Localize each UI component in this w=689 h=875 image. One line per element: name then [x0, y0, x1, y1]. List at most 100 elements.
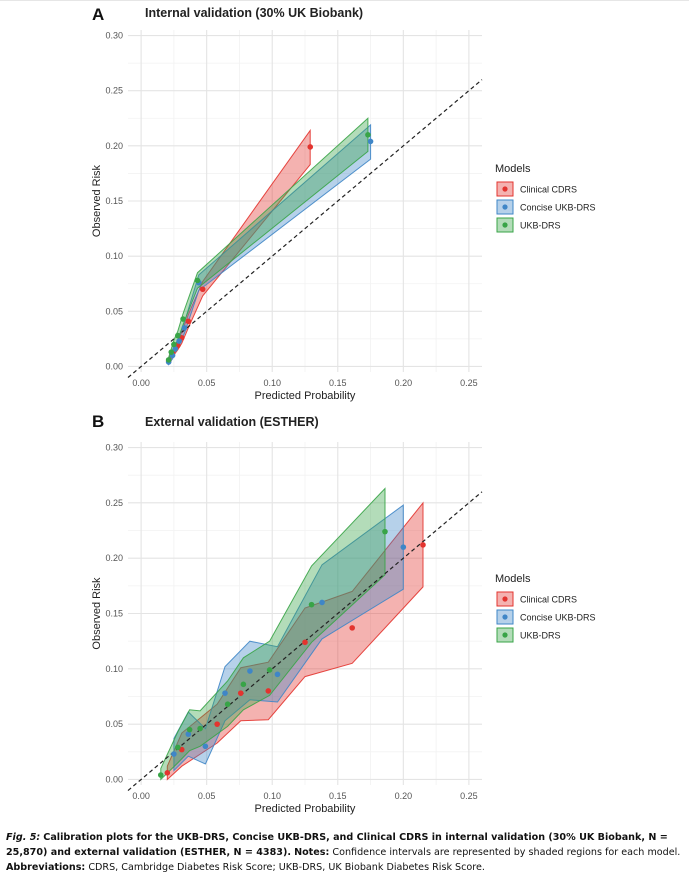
confidence-band — [166, 501, 424, 781]
data-point — [274, 671, 281, 678]
data-point — [365, 132, 371, 138]
data-point — [202, 743, 209, 750]
x-tick-label: 0.20 — [395, 791, 413, 801]
data-point — [214, 721, 220, 727]
x-axis-title: Predicted Probability — [255, 803, 356, 815]
figure-caption: Fig. 5: Calibration plots for the UKB-DR… — [6, 830, 686, 875]
data-point — [224, 701, 231, 708]
data-point — [266, 667, 273, 673]
data-point — [197, 725, 203, 732]
data-point — [308, 601, 315, 608]
y-tick-label: 0.05 — [105, 306, 123, 316]
legend-key-dot — [502, 596, 508, 602]
x-tick-label: 0.15 — [329, 378, 347, 388]
data-point — [175, 332, 181, 339]
data-point — [199, 286, 206, 293]
data-point — [319, 599, 325, 606]
legend-label: UKB-DRS — [520, 631, 561, 641]
legend-title: Models — [495, 163, 531, 175]
data-point — [400, 544, 407, 550]
legend-key-dot — [502, 204, 508, 210]
data-point — [265, 688, 272, 694]
legend-label: Clinical CDRS — [520, 595, 577, 605]
data-point — [165, 357, 172, 363]
x-tick-label: 0.25 — [460, 791, 478, 801]
caption-abbr-label: Abbreviations: — [6, 862, 86, 873]
chart-title: External validation (ESTHER) — [145, 415, 319, 429]
y-tick-label: 0.20 — [105, 141, 123, 151]
data-point — [420, 542, 426, 548]
data-point — [302, 639, 308, 646]
x-tick-label: 0.15 — [329, 791, 347, 801]
y-tick-label: 0.15 — [105, 609, 123, 619]
top-rule — [0, 0, 689, 1]
y-tick-label: 0.25 — [105, 86, 123, 96]
x-tick-label: 0.00 — [132, 378, 150, 388]
confidence-band — [173, 504, 404, 772]
panel-label: B — [92, 412, 104, 431]
y-tick-label: 0.10 — [105, 251, 123, 261]
x-tick-label: 0.00 — [132, 791, 150, 801]
legend-label: UKB-DRS — [520, 221, 561, 231]
data-point — [171, 751, 177, 757]
data-point — [180, 316, 186, 322]
data-point — [164, 770, 171, 776]
x-tick-label: 0.25 — [460, 378, 478, 388]
y-tick-label: 0.00 — [105, 774, 123, 784]
data-point — [307, 144, 314, 150]
legend-label: Concise UKB-DRS — [520, 203, 596, 213]
data-point — [185, 318, 192, 325]
x-axis-title: Predicted Probability — [255, 390, 356, 402]
data-point — [175, 744, 181, 751]
y-tick-label: 0.20 — [105, 553, 123, 563]
data-point — [247, 668, 253, 674]
data-point — [185, 731, 192, 737]
caption-notes-label: Notes: — [294, 847, 330, 858]
legend-title: Models — [495, 573, 531, 585]
x-tick-label: 0.20 — [395, 378, 413, 388]
chart-panel-b: B External validation (ESTHER) 0.00 0.05 0.1… — [91, 412, 596, 815]
data-point — [349, 625, 356, 631]
data-point — [367, 138, 374, 145]
data-point — [237, 690, 244, 696]
confidence-band — [160, 487, 386, 781]
data-point — [222, 690, 228, 696]
legend-key-dot — [502, 186, 508, 192]
legend-key-dot — [502, 632, 508, 638]
y-tick-label: 0.05 — [105, 719, 123, 729]
caption-notes-text: Confidence intervals are represented by … — [332, 847, 681, 858]
legend-key-dot — [502, 614, 508, 620]
data-point — [172, 346, 178, 352]
legend-key-dot — [502, 222, 508, 228]
data-point — [186, 726, 193, 733]
x-tick-label: 0.05 — [198, 791, 216, 801]
panel-label: A — [92, 5, 104, 24]
legend-label: Concise UKB-DRS — [520, 613, 596, 623]
chart-panel-a: A Internal validation (30% UK Biobank) 0.0… — [91, 5, 596, 402]
x-tick-label: 0.10 — [263, 378, 281, 388]
data-point — [240, 681, 247, 688]
data-point — [171, 341, 177, 348]
x-tick-label: 0.10 — [263, 791, 281, 801]
caption-abbr-text: CDRS, Cambridge Diabetes Risk Score; UKB… — [88, 862, 485, 873]
x-tick-label: 0.05 — [198, 378, 216, 388]
data-point — [176, 338, 182, 344]
calibration-figure: A Internal validation (30% UK Biobank) 0.0… — [91, 5, 596, 815]
y-axis-title: Observed Risk — [91, 577, 103, 650]
data-point — [168, 349, 175, 355]
data-point — [181, 325, 188, 331]
chart-title: Internal validation (30% UK Biobank) — [145, 6, 363, 20]
y-tick-label: 0.25 — [105, 498, 123, 508]
y-tick-label: 0.30 — [105, 443, 123, 453]
data-point — [157, 772, 164, 778]
y-axis-title: Observed Risk — [91, 164, 103, 237]
data-point — [194, 277, 201, 284]
y-tick-label: 0.30 — [105, 31, 123, 41]
y-tick-label: 0.15 — [105, 196, 123, 206]
y-tick-label: 0.00 — [105, 361, 123, 371]
caption-title: Calibration plots for the UKB-DRS, Conci… — [6, 832, 668, 858]
caption-label: Fig. 5: — [6, 832, 41, 843]
y-tick-label: 0.10 — [105, 664, 123, 674]
legend-label: Clinical CDRS — [520, 185, 577, 195]
data-point — [382, 528, 388, 535]
